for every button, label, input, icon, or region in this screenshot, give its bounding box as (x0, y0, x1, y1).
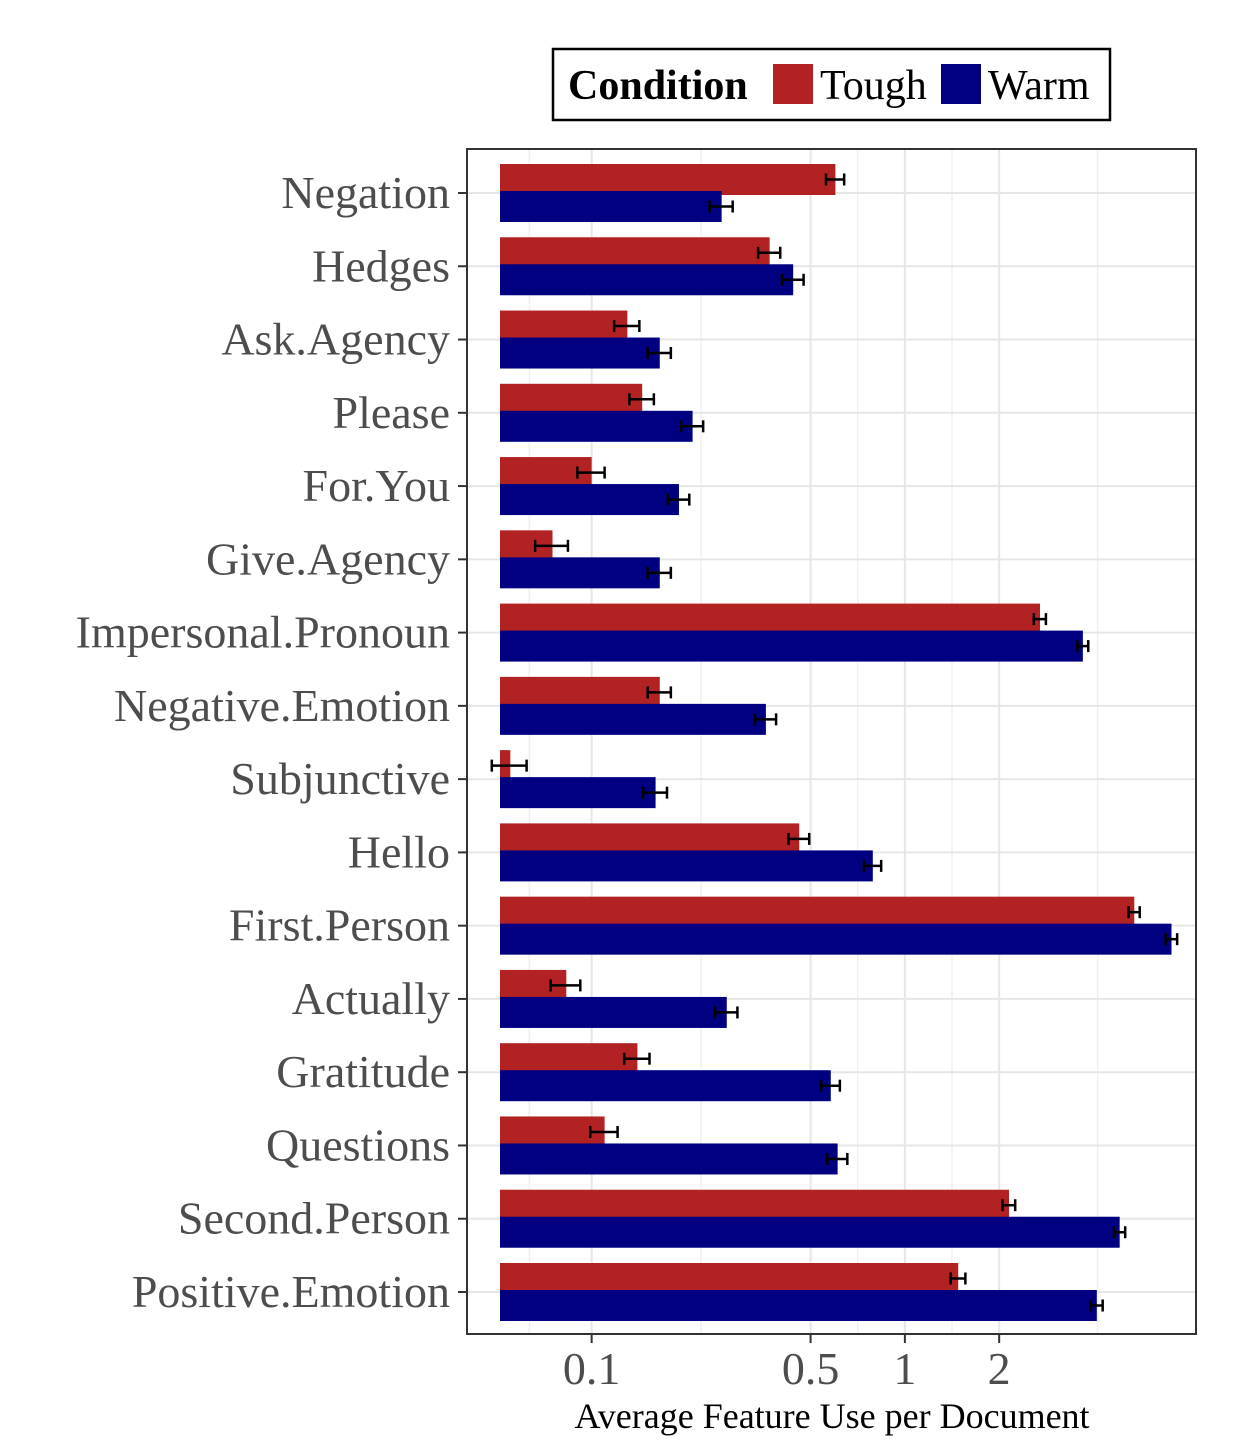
y-tick-label: Ask.Agency (221, 314, 450, 365)
error-bar (1127, 906, 1141, 919)
y-tick-label: Questions (266, 1119, 450, 1170)
legend: Condition Tough Warm (551, 47, 1112, 122)
x-tick-label: 0.1 (563, 1343, 621, 1394)
x-tick-label: 2 (988, 1343, 1011, 1394)
error-bar (756, 246, 782, 259)
error-bar (612, 320, 641, 333)
bar-tough-negation (500, 164, 836, 195)
bar-tough-please (500, 383, 643, 415)
error-bar (780, 273, 805, 286)
error-bar (862, 859, 883, 872)
y-tick-label: Give.Agency (206, 533, 450, 584)
y-tick-label: Hedges (312, 240, 450, 291)
error-bar (646, 566, 673, 579)
error-bar (622, 1052, 651, 1065)
error-bar (646, 347, 673, 360)
bar-tough-impersonal-pronoun (500, 603, 1040, 635)
error-bar (589, 1125, 619, 1138)
error-bar (825, 1152, 849, 1165)
error-bar (1075, 640, 1090, 653)
bar-warm-positive-emotion (500, 1290, 1097, 1321)
legend-box (551, 47, 1112, 122)
bar-warm-subjunctive (500, 777, 656, 809)
y-tick-label: Positive.Emotion (132, 1266, 450, 1317)
y-tick-label: For.You (303, 460, 450, 511)
error-bar (753, 713, 778, 726)
error-bar (490, 759, 528, 772)
x-tick-label: 1 (893, 1343, 916, 1394)
y-axis: Negation Hedges Ask.Agency Please For.You Giv… (76, 167, 467, 1317)
error-bar (646, 686, 673, 699)
error-bar (628, 393, 656, 406)
legend-key-warm (941, 64, 981, 104)
y-tick-label: Hello (348, 826, 450, 877)
bar-tough-ask-agency (500, 310, 628, 342)
error-bar (1112, 1226, 1127, 1239)
x-axis-title: Average Feature Use per Document (574, 1396, 1089, 1436)
error-bar (549, 979, 582, 992)
bar-tough-positive-emotion (500, 1263, 959, 1294)
y-tick-label: Negative.Emotion (114, 680, 450, 731)
bar-tough-hedges (500, 237, 770, 269)
legend-label-tough: Tough (820, 63, 927, 109)
bar-warm-negation (500, 191, 722, 222)
x-tick-label: 0.5 (782, 1343, 840, 1394)
bar-warm-gratitude (500, 1070, 831, 1102)
error-bar (708, 200, 734, 213)
y-tick-label: Please (332, 387, 450, 438)
error-bar (713, 1006, 739, 1019)
bar-warm-questions (500, 1143, 838, 1175)
bar-tough-negative-emotion (500, 676, 660, 708)
bar-warm-for-you (500, 484, 679, 516)
error-bar (949, 1272, 967, 1285)
error-bar (787, 832, 811, 845)
legend-label-warm: Warm (988, 63, 1090, 109)
y-tick-label: Actually (292, 973, 450, 1024)
y-tick-label: Subjunctive (230, 753, 450, 804)
bar-warm-impersonal-pronoun (500, 630, 1083, 662)
bar-warm-give-agency (500, 557, 660, 589)
bar-tough-gratitude (500, 1043, 638, 1075)
error-bar (666, 493, 691, 506)
legend-title: Condition (568, 63, 748, 109)
y-tick-label: Negation (281, 167, 450, 218)
bar-tough-first-person (500, 896, 1135, 928)
bar-warm-negative-emotion (500, 703, 766, 735)
plot-area (466, 148, 1197, 1335)
error-bar (819, 1079, 842, 1092)
bar-warm-actually (500, 996, 727, 1028)
error-bar (641, 786, 669, 799)
error-bar (576, 466, 606, 479)
bar-warm-ask-agency (500, 337, 660, 369)
bar-tough-second-person (500, 1189, 1010, 1221)
bar-tough-questions (500, 1116, 605, 1148)
y-tick-label: Second.Person (178, 1193, 450, 1244)
bar-warm-hedges (500, 264, 794, 296)
bar-warm-first-person (500, 923, 1172, 955)
error-bar (1164, 933, 1179, 946)
bar-warm-second-person (500, 1216, 1120, 1248)
error-bar (824, 173, 846, 186)
legend-key-tough (773, 64, 813, 104)
error-bar (679, 420, 705, 433)
error-bar (533, 539, 570, 552)
bar-tough-hello (500, 823, 800, 855)
y-tick-label: First.Person (229, 900, 450, 951)
panel-border (466, 148, 1197, 1335)
y-tick-label: Impersonal.Pronoun (76, 607, 450, 658)
error-bar (1032, 613, 1048, 626)
error-bar (1089, 1299, 1104, 1312)
bar-warm-hello (500, 850, 873, 882)
x-axis: 0.1 0.5 1 2 (563, 1334, 1011, 1394)
y-tick-label: Gratitude (276, 1046, 450, 1097)
error-bar (1001, 1199, 1017, 1212)
bar-warm-please (500, 410, 693, 442)
